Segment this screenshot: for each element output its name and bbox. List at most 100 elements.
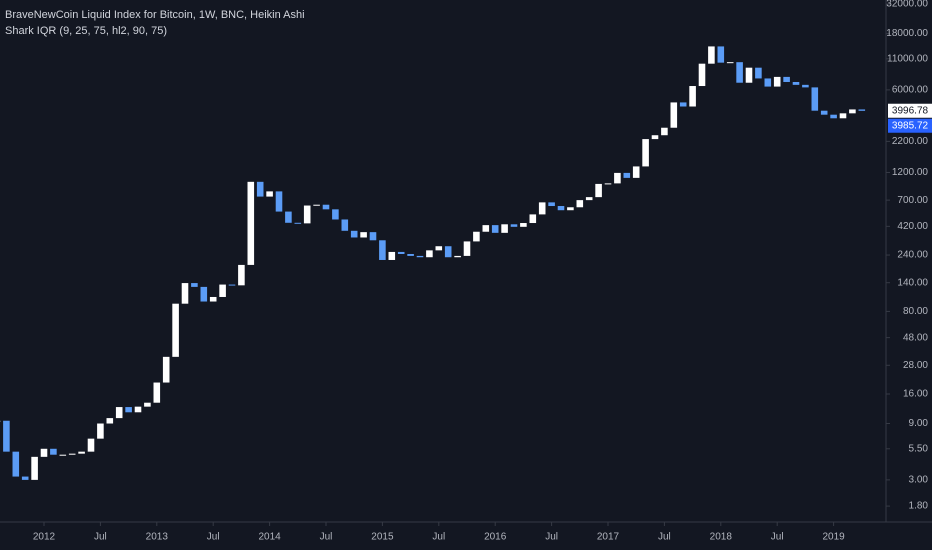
y-tick-label: 11000.00 bbox=[887, 53, 928, 64]
candle-body bbox=[379, 240, 386, 260]
candle-body bbox=[651, 135, 659, 140]
candle-body bbox=[595, 183, 602, 198]
y-tick-label: 9.00 bbox=[909, 418, 929, 429]
candle-body bbox=[219, 284, 226, 297]
candle-body bbox=[473, 231, 480, 242]
candle-body bbox=[858, 109, 866, 111]
candle-body bbox=[87, 438, 95, 452]
x-tick-label: 2013 bbox=[146, 532, 169, 543]
y-tick-label: 420.00 bbox=[897, 221, 928, 232]
y-tick-label: 240.00 bbox=[897, 250, 928, 261]
candle-body bbox=[21, 476, 29, 480]
candle-body bbox=[736, 62, 743, 83]
candle-body bbox=[12, 451, 20, 477]
chart-title: BraveNewCoin Liquid Index for Bitcoin, 1… bbox=[5, 9, 305, 21]
candle-body bbox=[191, 283, 198, 287]
candle-body bbox=[322, 204, 330, 210]
y-tick-label: 700.00 bbox=[897, 195, 928, 206]
y-tick-label: 2200.00 bbox=[892, 136, 929, 147]
candle-body bbox=[576, 200, 584, 208]
candle-body bbox=[172, 303, 179, 357]
candle-body bbox=[529, 214, 537, 224]
candle-body bbox=[40, 448, 48, 457]
candle-body bbox=[604, 183, 612, 185]
candle-body bbox=[501, 224, 508, 233]
candle-body bbox=[200, 286, 208, 302]
candle-body bbox=[661, 127, 668, 136]
candle-body bbox=[849, 109, 856, 114]
candle-body bbox=[313, 204, 320, 206]
candle-body bbox=[228, 284, 236, 286]
candle-body bbox=[303, 205, 311, 224]
candle-body bbox=[144, 402, 151, 407]
candle-body bbox=[59, 454, 67, 456]
candle-body bbox=[444, 246, 452, 258]
candle-body bbox=[491, 225, 499, 233]
candle-body bbox=[557, 206, 565, 211]
candle-body bbox=[567, 207, 574, 211]
candle-body bbox=[802, 84, 809, 88]
candle-body bbox=[820, 110, 828, 115]
candle-body bbox=[839, 113, 847, 119]
candle-body bbox=[698, 63, 706, 87]
x-tick-label: Jul bbox=[771, 532, 784, 543]
candle-body bbox=[745, 67, 753, 83]
candle-body bbox=[350, 230, 358, 238]
price-label-box bbox=[888, 118, 932, 133]
candle-body bbox=[670, 102, 678, 128]
price-label: 3996.78 bbox=[892, 105, 929, 116]
candle-body bbox=[50, 448, 57, 455]
x-tick-label: 2014 bbox=[258, 532, 281, 543]
candle-body bbox=[548, 202, 555, 207]
candle-body bbox=[294, 222, 302, 224]
y-tick-label: 16.00 bbox=[903, 389, 928, 400]
y-tick-label: 1.80 bbox=[909, 501, 929, 512]
x-tick-label: Jul bbox=[658, 532, 671, 543]
candle-body bbox=[717, 46, 725, 63]
candle-body bbox=[463, 241, 471, 256]
candle-body bbox=[3, 420, 10, 452]
candle-body bbox=[454, 255, 461, 258]
x-tick-label: 2012 bbox=[33, 532, 56, 543]
candle-body bbox=[407, 253, 414, 256]
y-tick-label: 80.00 bbox=[903, 306, 928, 317]
candle-body bbox=[435, 246, 443, 251]
candle-body bbox=[115, 407, 123, 419]
candle-body bbox=[764, 78, 772, 87]
candle-body bbox=[285, 211, 292, 223]
candle-body bbox=[510, 224, 518, 227]
candle-body bbox=[360, 232, 367, 238]
x-tick-label: Jul bbox=[320, 532, 333, 543]
candle-body bbox=[773, 76, 781, 87]
candle-body bbox=[792, 81, 800, 85]
candle-body bbox=[416, 255, 424, 258]
candle-body bbox=[397, 251, 405, 254]
candle-body bbox=[332, 209, 339, 220]
candle-body bbox=[153, 382, 161, 403]
candle-body bbox=[614, 172, 621, 184]
candle-body bbox=[31, 456, 38, 480]
x-tick-label: 2017 bbox=[597, 532, 620, 543]
x-tick-label: 2019 bbox=[822, 532, 845, 543]
y-tick-label: 5.50 bbox=[909, 443, 929, 454]
x-tick-label: 2015 bbox=[371, 532, 394, 543]
y-tick-label: 6000.00 bbox=[892, 85, 929, 96]
candle-body bbox=[679, 102, 687, 107]
candle-body bbox=[623, 172, 631, 178]
x-tick-label: Jul bbox=[207, 532, 220, 543]
candle-body bbox=[585, 197, 593, 201]
candle-body bbox=[238, 264, 245, 286]
candle-body bbox=[275, 191, 283, 212]
candle-body bbox=[520, 223, 527, 227]
y-tick-label: 48.00 bbox=[903, 332, 928, 343]
candle-body bbox=[482, 225, 490, 232]
candle-body bbox=[209, 296, 217, 302]
x-tick-label: Jul bbox=[432, 532, 445, 543]
price-label-box bbox=[888, 103, 932, 118]
x-tick-label: Jul bbox=[545, 532, 558, 543]
candle-body bbox=[369, 232, 377, 241]
x-tick-label: 2018 bbox=[710, 532, 733, 543]
candle-body bbox=[708, 46, 715, 64]
